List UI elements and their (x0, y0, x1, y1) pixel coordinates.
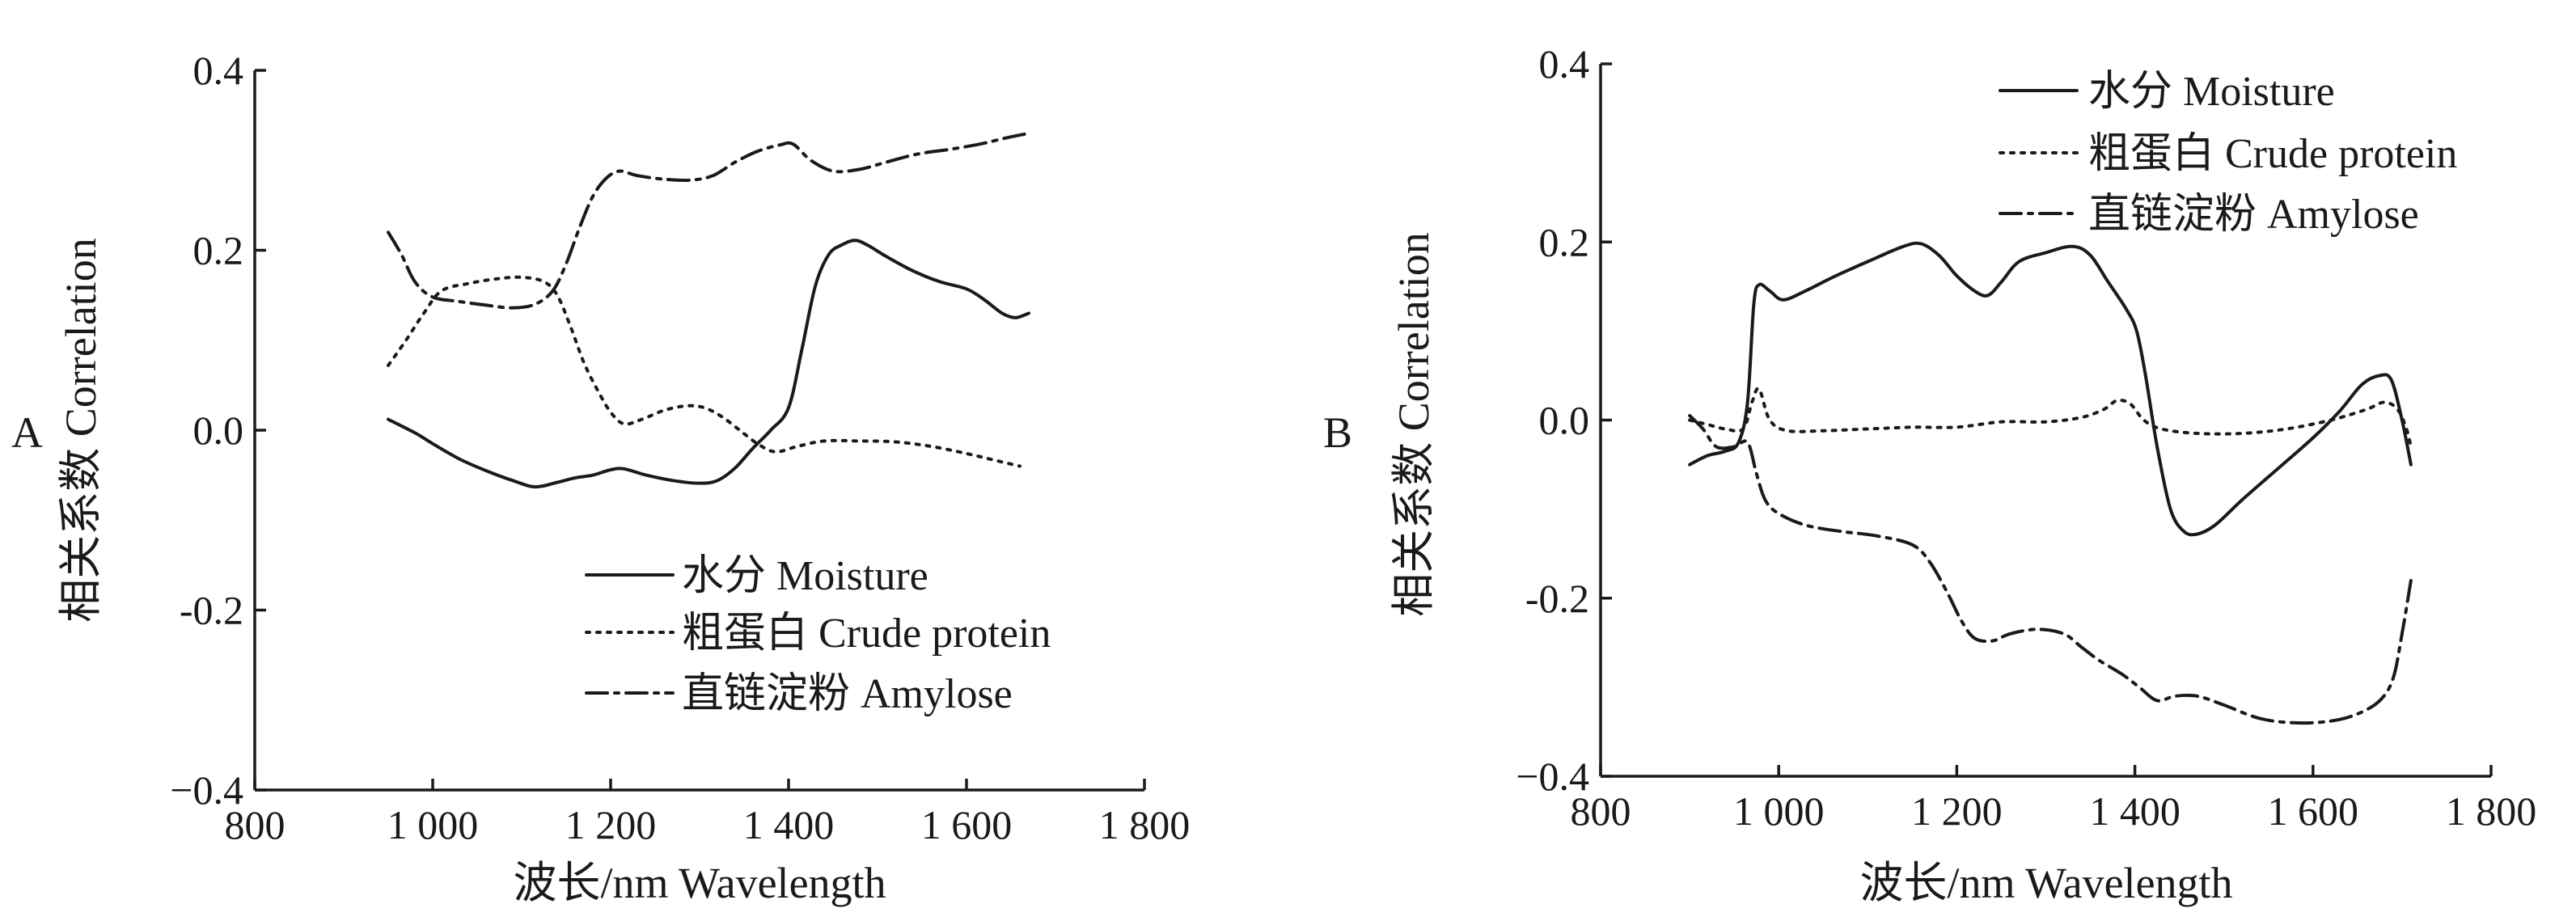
x-tick-label: 1 600 (921, 802, 1013, 847)
series-line-moisture (387, 239, 1030, 489)
x-tick-label: 800 (225, 802, 286, 847)
legend-label: 水分 Moisture (2088, 69, 2335, 115)
legend-entry-amylose: 直链淀粉 Amylose (1999, 192, 2419, 238)
x-tick-label: 1 400 (743, 802, 835, 847)
x-tick-label: 1 400 (2089, 788, 2181, 834)
x-tick-label: 800 (1571, 788, 1631, 834)
legend-label: 直链淀粉 Amylose (2088, 192, 2419, 238)
legend-entry-crude-protein: 粗蛋白 Crude protein (585, 610, 1051, 657)
x-axis-title: 波长/nm Wavelength (513, 859, 886, 907)
panel-a: A 800 1 000 1 200 1 400 1 600 1 800 0.4 0.2 0.0 -0… (11, 48, 1190, 907)
y-axis-title: 相关系数 Correlation (57, 238, 105, 622)
x-tick-label: 1 800 (1099, 802, 1191, 847)
series-line-amylose (387, 131, 1030, 310)
x-tick-label: 1 200 (565, 802, 657, 847)
y-tick-label: 0.4 (1539, 41, 1590, 87)
panel-label: A (11, 408, 43, 457)
x-tick-label: 1 800 (2446, 788, 2537, 834)
y-tick-label: 0.2 (1539, 219, 1590, 264)
y-tick-label: -0.2 (180, 588, 243, 633)
legend-label: 粗蛋白 Crude protein (682, 610, 1051, 657)
y-tick-label: 0.4 (193, 48, 244, 93)
y-tick-label: 0.0 (1539, 398, 1590, 443)
legend-label: 粗蛋白 Crude protein (2088, 131, 2457, 177)
legend-label: 水分 Moisture (682, 553, 928, 599)
y-tick-label: −0.4 (170, 767, 243, 813)
legend-label: 直链淀粉 Amylose (682, 671, 1013, 717)
legend-entry-amylose: 直链淀粉 Amylose (585, 671, 1013, 717)
y-tick-label: 0.2 (193, 228, 244, 273)
panel-b: B 800 1 000 1 200 1 400 1 600 1 800 0.4 0.2 0.0 -0… (1323, 41, 2536, 907)
y-axis-title: 相关系数 Correlation (1390, 232, 1438, 616)
legend-entry-moisture: 水分 Moisture (585, 553, 928, 599)
panel-label: B (1323, 408, 1352, 457)
x-axis-title: 波长/nm Wavelength (1859, 859, 2232, 907)
x-tick-label: 1 200 (1911, 788, 2003, 834)
legend-entry-crude-protein: 粗蛋白 Crude protein (1999, 131, 2457, 177)
y-tick-label: 0.0 (193, 408, 244, 453)
y-tick-label: -0.2 (1525, 576, 1589, 621)
x-tick-label: 1 600 (2268, 788, 2359, 834)
x-tick-label: 1 000 (1733, 788, 1825, 834)
y-tick-label: −0.4 (1516, 754, 1589, 799)
series-line-moisture (1688, 241, 2413, 537)
series-line-crude-protein (387, 275, 1022, 468)
series-line-crude-protein (1688, 387, 2413, 449)
series-line-amylose (1688, 414, 2413, 725)
legend-entry-moisture: 水分 Moisture (1999, 69, 2335, 115)
x-tick-label: 1 000 (387, 802, 479, 847)
